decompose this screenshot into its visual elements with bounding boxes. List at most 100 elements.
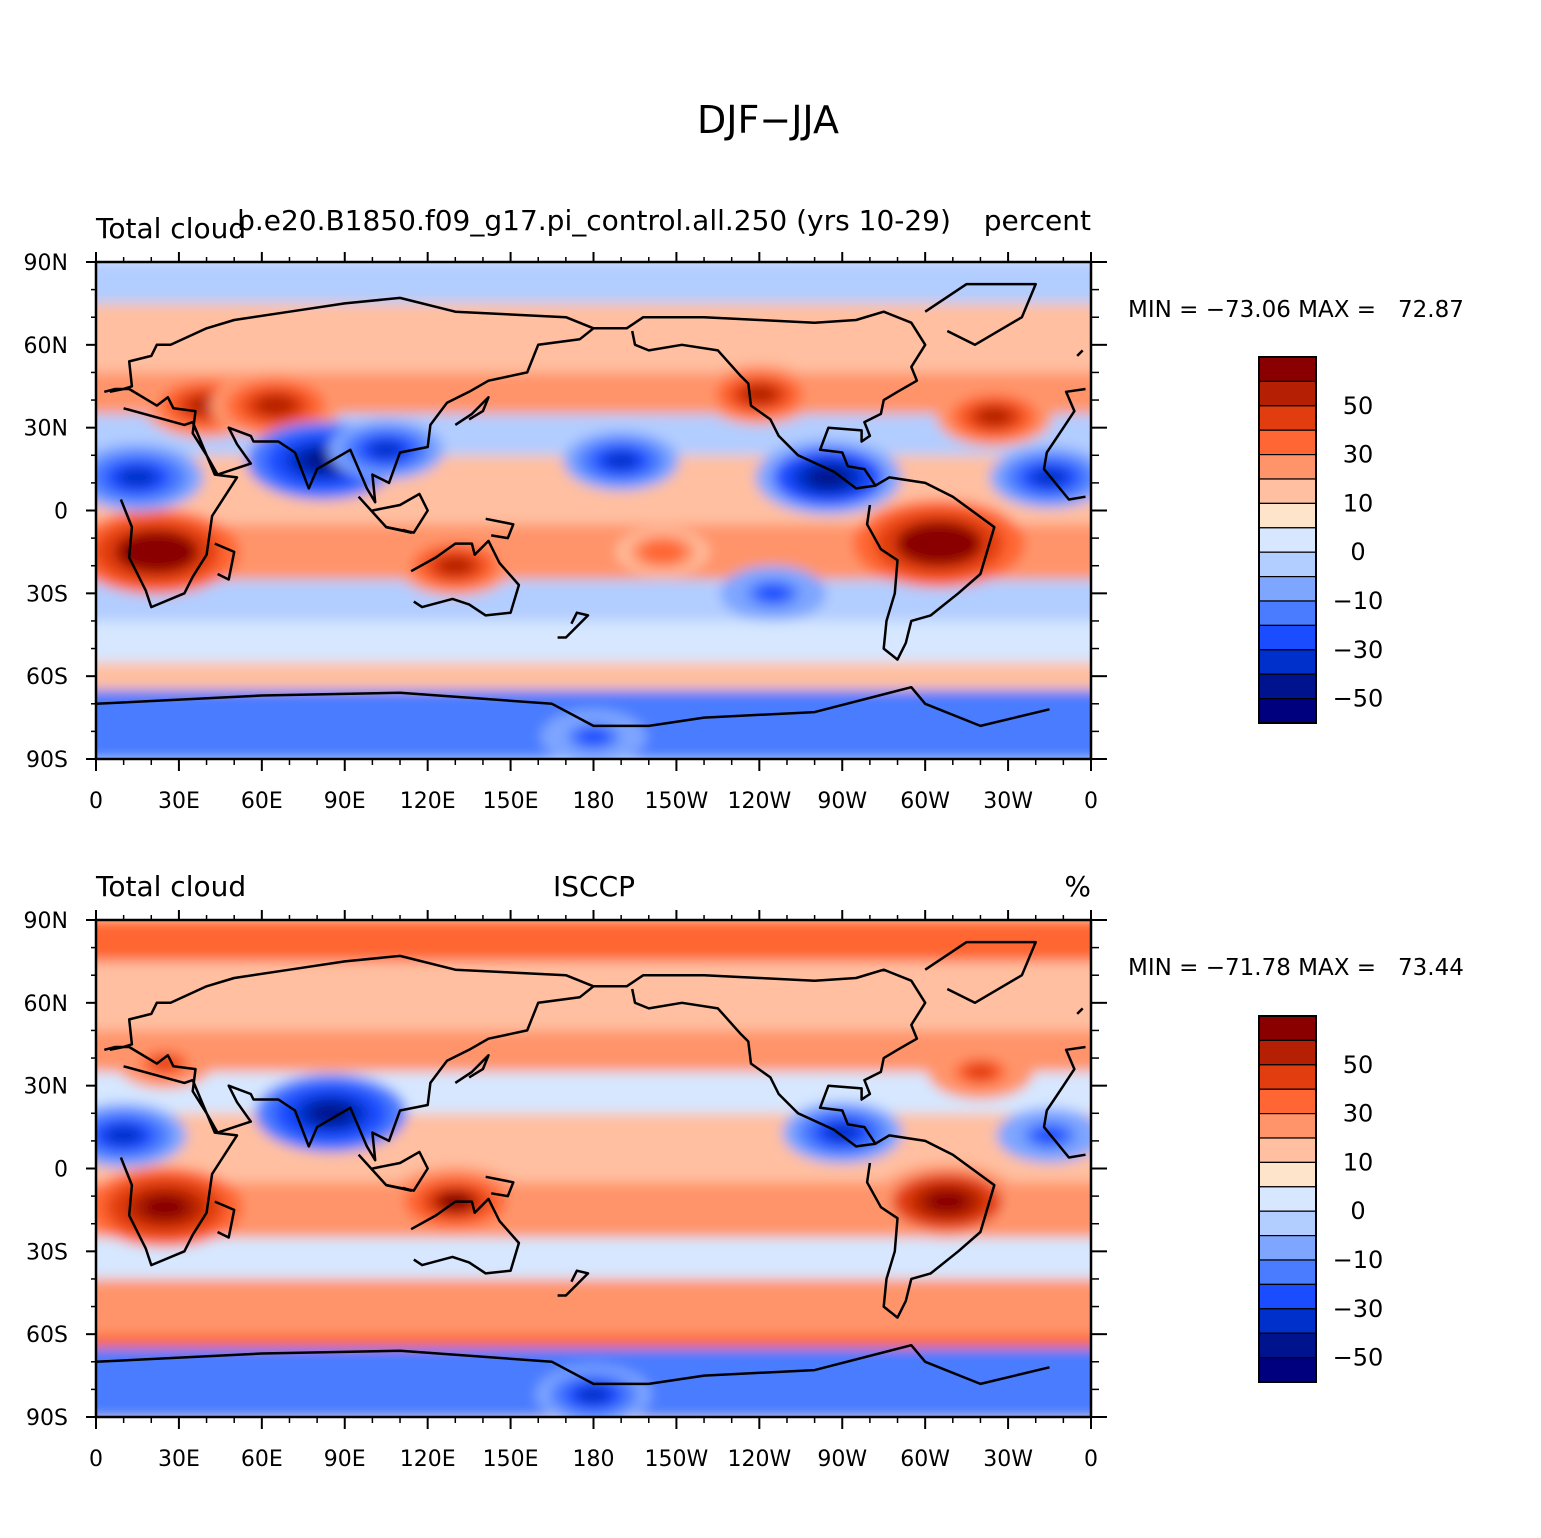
colorbar-box	[1258, 673, 1317, 700]
colorbar-label: −30	[1333, 636, 1384, 664]
colorbar-label: 30	[1343, 1100, 1374, 1128]
colorbar-box	[1258, 1015, 1317, 1041]
coastline	[924, 282, 1037, 347]
zonal-band	[96, 620, 1091, 663]
colorbar-box	[1258, 1064, 1317, 1090]
coastline	[96, 685, 1050, 728]
colorbar-box	[1258, 527, 1317, 553]
x-tick-label: 90E	[324, 1447, 366, 1472]
y-tick-label: 60N	[24, 992, 68, 1017]
anomaly-contour	[913, 530, 965, 557]
colorbar-label: −10	[1333, 1246, 1384, 1274]
anomaly-contour	[806, 466, 851, 489]
anomaly-contour	[603, 451, 639, 470]
coastline	[214, 542, 236, 581]
colorbar-box	[1258, 1137, 1317, 1163]
x-tick-label: 60E	[241, 1447, 283, 1472]
y-tick-label: 60S	[26, 665, 68, 690]
x-tick-label: 60W	[900, 789, 950, 814]
y-tick-label: 60N	[24, 334, 68, 359]
x-tick-label: 30W	[983, 789, 1033, 814]
colorbar-box	[1258, 429, 1317, 456]
colorbar-box	[1258, 1234, 1317, 1261]
coastline	[593, 968, 927, 1148]
colorbar-label: 10	[1343, 489, 1374, 517]
coastline	[485, 1175, 515, 1198]
colorbar-box	[1258, 1112, 1317, 1139]
y-tick-label: 90N	[24, 251, 68, 276]
coastline	[865, 1134, 996, 1319]
panel-obs-min-max: MIN = −71.78 MAX = 73.44	[1128, 955, 1464, 981]
x-tick-label: 180	[573, 789, 615, 814]
x-tick-label: 120E	[400, 1447, 456, 1472]
colorbar-label: 50	[1343, 1051, 1374, 1079]
panel-model-right-title: percent	[984, 204, 1091, 237]
colorbar-box	[1258, 1283, 1317, 1310]
x-tick-label: 120W	[727, 1447, 791, 1472]
x-tick-label: 120E	[400, 789, 456, 814]
colorbar-label: −50	[1333, 1344, 1384, 1372]
colorbar-label: −50	[1333, 685, 1384, 713]
coastline	[454, 396, 490, 426]
x-tick-label: 30W	[983, 1447, 1033, 1472]
panel-obs-center-title: ISCCP	[553, 870, 635, 903]
zonal-band	[96, 662, 1091, 690]
zonal-band	[96, 1237, 1091, 1279]
anomaly-contour	[648, 544, 677, 560]
anomaly-contour	[150, 1056, 180, 1072]
x-tick-label: 30E	[158, 789, 200, 814]
anomaly-contour	[308, 1101, 354, 1125]
coastline	[103, 296, 1086, 609]
colorbar-box	[1258, 1161, 1317, 1188]
anomaly-contour	[104, 1125, 143, 1146]
colorbar-frame	[1258, 356, 1317, 724]
x-tick-label: 150W	[645, 789, 709, 814]
y-tick-label: 30N	[24, 417, 68, 442]
anomaly-contour	[757, 585, 790, 602]
coastlines	[96, 940, 1086, 1386]
colorbar-box	[1258, 502, 1317, 529]
coastline	[593, 310, 927, 490]
coastline	[557, 611, 590, 639]
zonal-band	[96, 961, 1091, 1031]
colorbar-box	[1258, 551, 1317, 578]
colorbar-label: −30	[1333, 1295, 1384, 1323]
x-tick-label: 150E	[483, 1447, 539, 1472]
zonal-band	[96, 1278, 1091, 1335]
colorbar-box	[1258, 1186, 1317, 1212]
x-tick-label: 150W	[645, 1447, 709, 1472]
x-tick-label: 90W	[817, 1447, 867, 1472]
colorbar-model: 50 30 10 0 −10 −30 −50	[1258, 356, 1384, 724]
panel-obs: Total cloud ISCCP % 0 30E 60E 90E 120E 150E 18…	[24, 870, 1464, 1472]
panel-model-min-max: MIN = −73.06 MAX = 72.87	[1128, 297, 1464, 323]
colorbar-box	[1258, 624, 1317, 651]
coastline	[557, 1269, 590, 1297]
coastline	[924, 940, 1037, 1005]
colorbar-box	[1258, 649, 1317, 675]
colorbar-box	[1258, 1259, 1317, 1285]
colorbar-label: 10	[1343, 1148, 1374, 1176]
coastline	[214, 1200, 236, 1239]
coastline	[1076, 349, 1084, 357]
coastline	[454, 1054, 490, 1084]
y-tick-label: 30S	[26, 1240, 68, 1265]
anomaly-contour	[824, 1123, 861, 1142]
coastline	[485, 517, 515, 540]
colorbar-label: 30	[1343, 441, 1374, 469]
colorbar-box	[1258, 1356, 1317, 1383]
coastline	[1076, 1007, 1084, 1015]
coastline	[385, 525, 413, 534]
panel-obs-right-title: %	[1064, 870, 1091, 903]
y-tick-label: 0	[54, 1158, 68, 1183]
coastlines	[96, 282, 1086, 728]
x-tick-label: 180	[573, 1447, 615, 1472]
colorbar-box	[1258, 1308, 1317, 1334]
x-tick-label: 60W	[900, 1447, 950, 1472]
y-tick-label: 60S	[26, 1323, 68, 1348]
anomaly-contour	[741, 385, 777, 404]
zonal-band	[96, 1030, 1091, 1072]
x-tick-label: 30E	[158, 1447, 200, 1472]
panel-obs-left-title: Total cloud	[95, 870, 246, 903]
colorbar-obs: 50 30 10 0 −10 −30 −50	[1258, 1015, 1384, 1383]
